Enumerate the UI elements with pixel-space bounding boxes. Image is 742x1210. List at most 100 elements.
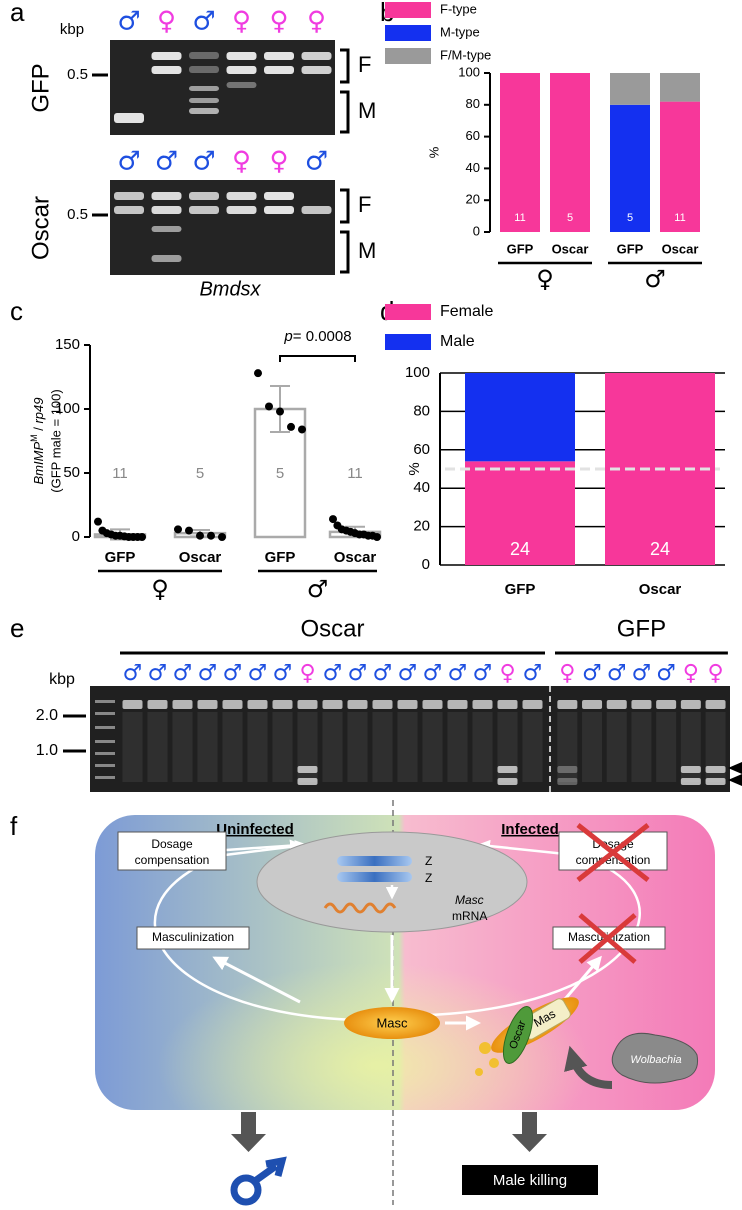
sex-symbol: ♀ bbox=[536, 265, 554, 293]
product-label: M bbox=[358, 98, 376, 123]
count-label: 5 bbox=[627, 212, 633, 224]
legend-swatch bbox=[385, 25, 431, 41]
bracket bbox=[340, 48, 350, 84]
gel-band bbox=[497, 766, 518, 773]
sex-symbol: ♂ bbox=[523, 661, 543, 686]
sex-symbol: ♂ bbox=[148, 661, 168, 686]
y-tick-label: 20 bbox=[413, 518, 430, 535]
sex-symbol: ♂ bbox=[632, 661, 652, 686]
gel-band bbox=[472, 700, 493, 709]
gel-smear bbox=[247, 712, 268, 782]
y-tick-label: 150 bbox=[55, 336, 80, 353]
product-label: F bbox=[358, 192, 371, 217]
arrow bbox=[558, 955, 602, 1006]
glow bbox=[95, 815, 715, 1110]
band-arrow bbox=[728, 774, 742, 786]
gel-smear bbox=[347, 712, 368, 782]
gel-smear bbox=[297, 712, 318, 782]
ladder-band bbox=[95, 752, 115, 755]
data-point bbox=[329, 515, 337, 524]
oscar-protein bbox=[502, 1006, 534, 1064]
bracket bbox=[340, 90, 350, 134]
gel-band bbox=[397, 700, 418, 709]
y-tick-label: 0 bbox=[473, 223, 480, 238]
chromosome-label: Z bbox=[425, 854, 432, 868]
product-label: M bbox=[358, 238, 376, 263]
degraded-fragment bbox=[475, 1068, 483, 1076]
count-label: 5 bbox=[567, 212, 573, 224]
gel-band bbox=[189, 206, 219, 214]
sex-symbol: ♂ bbox=[305, 147, 328, 177]
unit-label: kbp bbox=[60, 21, 84, 38]
group-title: Oscar bbox=[300, 615, 364, 642]
sex-symbol: ♀ bbox=[559, 661, 575, 686]
size-marker: 1.0 bbox=[36, 742, 58, 759]
bar-segment bbox=[465, 461, 575, 565]
sex-symbol: ♀ bbox=[299, 661, 315, 686]
gel-band bbox=[114, 206, 144, 214]
gel-band bbox=[197, 700, 218, 709]
x-tick-label: Oscar bbox=[639, 581, 682, 598]
data-point bbox=[207, 531, 215, 540]
gel-smear bbox=[422, 712, 443, 782]
bar-segment bbox=[610, 73, 650, 105]
gel-band bbox=[497, 778, 518, 785]
box-label: Dosage bbox=[151, 837, 193, 851]
gel-band bbox=[151, 66, 182, 74]
group-title: GFP bbox=[617, 615, 666, 642]
gel-band bbox=[522, 700, 543, 709]
arrow bbox=[212, 956, 301, 1004]
diagram: Uninfected Infected Z Z Masc mRNA Dosage… bbox=[95, 800, 715, 1206]
sex-symbol: ♀ bbox=[269, 147, 288, 177]
gel-band bbox=[114, 192, 144, 200]
y-tick-label: 80 bbox=[466, 96, 480, 111]
chromosome bbox=[337, 872, 412, 882]
gel-band bbox=[582, 700, 603, 709]
sex-symbol: ♂ bbox=[307, 575, 329, 603]
sex-symbol: ♂ bbox=[423, 661, 443, 686]
data-point bbox=[276, 407, 284, 416]
gel-smear bbox=[680, 712, 701, 782]
arrow bbox=[225, 839, 303, 852]
condition-title: Uninfected bbox=[216, 821, 294, 838]
gel-band bbox=[264, 192, 294, 200]
data-point bbox=[287, 422, 295, 431]
transcript-label: Masc bbox=[455, 893, 484, 907]
gel-band bbox=[297, 766, 318, 773]
gel-band bbox=[322, 700, 343, 709]
gel-band bbox=[680, 778, 701, 785]
gel-label: GFP bbox=[27, 63, 54, 112]
wolbachia bbox=[611, 1032, 699, 1084]
data-point bbox=[254, 369, 262, 378]
bar-segment bbox=[500, 73, 540, 232]
data-point bbox=[138, 533, 146, 541]
unit-label: kbp bbox=[49, 671, 75, 688]
gel-smear bbox=[656, 712, 677, 782]
gel-smear bbox=[172, 712, 193, 782]
panel-label: f bbox=[10, 811, 18, 841]
male-symbol bbox=[252, 1156, 287, 1184]
data-point bbox=[218, 533, 226, 541]
panel-label: a bbox=[10, 0, 25, 27]
bar-segment bbox=[465, 373, 575, 462]
degraded-fragment bbox=[489, 1058, 499, 1068]
sex-symbol: ♀ bbox=[232, 7, 251, 37]
gel-band bbox=[226, 192, 257, 200]
gel-band bbox=[297, 700, 318, 709]
gel-smear bbox=[122, 712, 143, 782]
gel-band bbox=[680, 766, 701, 773]
data-point bbox=[185, 526, 193, 535]
bar-segment bbox=[550, 73, 590, 232]
gel-band bbox=[222, 700, 243, 709]
ladder-band bbox=[95, 764, 115, 767]
panel-label: e bbox=[10, 613, 24, 643]
degraded-fragment bbox=[479, 1042, 491, 1054]
count-label: 24 bbox=[510, 539, 530, 559]
y-axis-label-part: rp49 bbox=[31, 398, 46, 424]
sex-symbol: ♂ bbox=[192, 7, 215, 37]
data-point bbox=[373, 533, 381, 541]
p-symbol: p bbox=[283, 328, 292, 345]
gel-band bbox=[151, 226, 182, 232]
gel-band bbox=[114, 113, 144, 123]
sex-symbol: ♂ bbox=[373, 661, 393, 686]
